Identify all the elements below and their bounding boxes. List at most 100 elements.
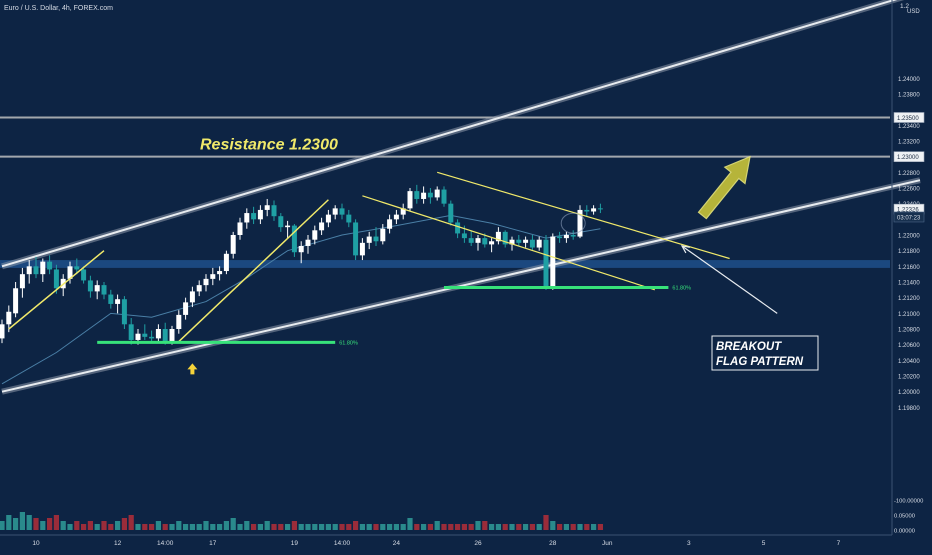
- price-tag-label: 1.23500: [897, 116, 919, 122]
- candle[interactable]: [305, 235, 311, 254]
- candle[interactable]: [543, 235, 549, 290]
- candle[interactable]: [414, 184, 420, 204]
- candle[interactable]: [298, 241, 304, 264]
- candle-body: [26, 266, 32, 275]
- y-tick-label: 1.21000: [898, 312, 920, 318]
- candle[interactable]: [577, 205, 583, 239]
- candle[interactable]: [502, 230, 508, 248]
- candle[interactable]: [325, 209, 331, 228]
- candle[interactable]: [67, 261, 73, 284]
- y-tick-label: 1.22800: [898, 171, 920, 177]
- volume-bar: [203, 521, 209, 530]
- candle-body: [298, 245, 304, 253]
- candle[interactable]: [142, 324, 148, 340]
- candle[interactable]: [495, 227, 501, 245]
- candle[interactable]: [237, 217, 243, 240]
- candle[interactable]: [597, 203, 603, 214]
- candle[interactable]: [223, 250, 229, 275]
- candle[interactable]: [26, 260, 32, 284]
- candle[interactable]: [346, 209, 352, 228]
- candle[interactable]: [251, 206, 257, 225]
- candle-body: [230, 235, 236, 254]
- candle[interactable]: [427, 188, 433, 204]
- volume-bar: [482, 521, 488, 530]
- candle[interactable]: [393, 209, 399, 225]
- candle[interactable]: [475, 235, 481, 251]
- candle[interactable]: [536, 236, 542, 251]
- candle-body: [461, 233, 467, 239]
- candle[interactable]: [591, 205, 597, 215]
- candle[interactable]: [441, 186, 447, 207]
- candle[interactable]: [387, 214, 393, 234]
- candle[interactable]: [550, 233, 556, 290]
- candle[interactable]: [203, 274, 209, 292]
- candle[interactable]: [366, 231, 372, 250]
- candle[interactable]: [339, 203, 345, 220]
- candle[interactable]: [121, 296, 127, 329]
- candle[interactable]: [0, 319, 5, 344]
- candle-body: [489, 241, 495, 245]
- candle[interactable]: [101, 282, 107, 300]
- volume-bar: [128, 515, 134, 530]
- candle[interactable]: [285, 220, 291, 239]
- candle[interactable]: [264, 198, 270, 217]
- candle[interactable]: [81, 266, 87, 284]
- candle[interactable]: [312, 225, 318, 245]
- x-tick-label: 26: [474, 540, 482, 547]
- candle[interactable]: [407, 188, 413, 212]
- candle[interactable]: [13, 282, 19, 318]
- candle[interactable]: [448, 200, 454, 226]
- candle[interactable]: [421, 186, 427, 204]
- candle[interactable]: [563, 231, 569, 243]
- candle[interactable]: [278, 213, 284, 232]
- volume-bar: [176, 521, 182, 530]
- candle[interactable]: [74, 258, 80, 275]
- candle[interactable]: [196, 280, 202, 297]
- candle[interactable]: [40, 258, 46, 283]
- candle[interactable]: [489, 238, 495, 253]
- candle[interactable]: [523, 236, 529, 248]
- candle[interactable]: [230, 231, 236, 259]
- candle[interactable]: [115, 294, 121, 314]
- candle[interactable]: [19, 267, 25, 298]
- candle[interactable]: [332, 205, 338, 220]
- candle[interactable]: [570, 230, 576, 240]
- candle[interactable]: [47, 255, 53, 275]
- candle[interactable]: [128, 318, 134, 345]
- candle[interactable]: [87, 275, 93, 298]
- candle[interactable]: [108, 289, 114, 309]
- candle[interactable]: [380, 224, 386, 245]
- candle[interactable]: [353, 219, 359, 261]
- candle[interactable]: [257, 205, 263, 225]
- candle[interactable]: [210, 267, 216, 286]
- candle[interactable]: [434, 186, 440, 201]
- candle[interactable]: [33, 256, 39, 279]
- volume-bar: [230, 518, 236, 530]
- candle[interactable]: [557, 231, 563, 243]
- volume-bar: [359, 524, 365, 530]
- candle[interactable]: [244, 208, 250, 229]
- candle[interactable]: [6, 305, 12, 333]
- candle[interactable]: [319, 217, 325, 235]
- candle[interactable]: [584, 205, 590, 217]
- candle[interactable]: [291, 224, 297, 257]
- candle[interactable]: [400, 203, 406, 220]
- candle[interactable]: [176, 310, 182, 334]
- candle[interactable]: [529, 235, 535, 251]
- candle[interactable]: [455, 219, 461, 239]
- candle[interactable]: [271, 200, 277, 221]
- candle[interactable]: [359, 238, 365, 261]
- volume-bar: [563, 524, 569, 530]
- candle-body: [353, 222, 359, 256]
- candle-body: [149, 336, 155, 339]
- candle[interactable]: [94, 280, 100, 300]
- candle[interactable]: [189, 286, 195, 308]
- candle[interactable]: [468, 230, 474, 246]
- candle[interactable]: [373, 227, 379, 246]
- candle[interactable]: [217, 266, 223, 281]
- candle[interactable]: [516, 235, 522, 246]
- candle[interactable]: [155, 324, 161, 344]
- candle[interactable]: [183, 297, 189, 320]
- target-arrow: [697, 155, 751, 220]
